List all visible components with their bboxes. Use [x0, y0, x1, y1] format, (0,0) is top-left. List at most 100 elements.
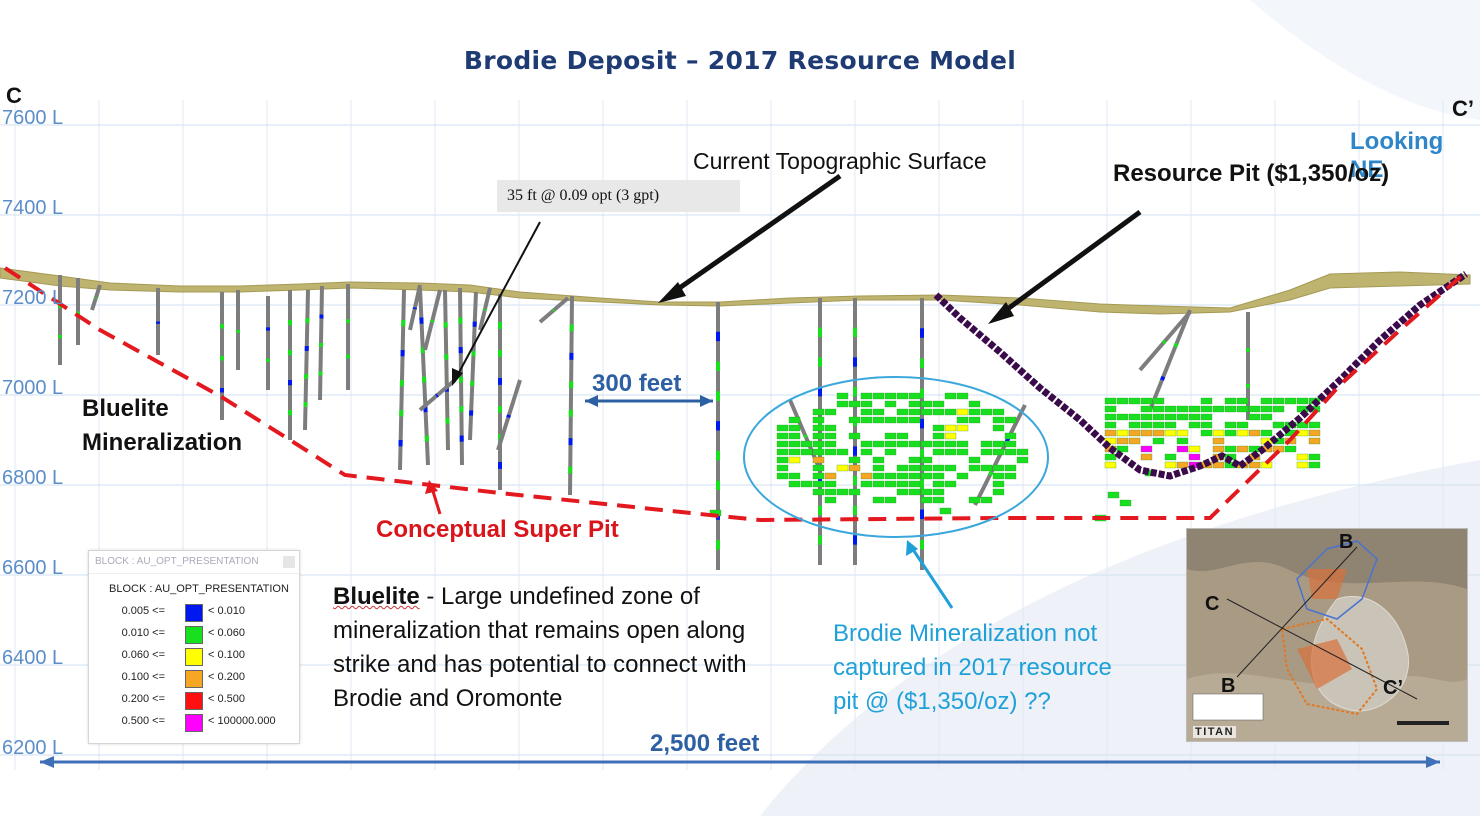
brodie-note: Brodie Mineralization not captured in 20…: [833, 620, 1112, 715]
legend-swatch: [185, 648, 203, 666]
grade-block: [944, 392, 957, 400]
grade-block: [848, 488, 861, 496]
grade-block: [824, 472, 837, 480]
grade-block: [1107, 491, 1120, 499]
grade-block: [932, 496, 945, 504]
grade-block: [1116, 437, 1129, 445]
grade-block: [956, 472, 969, 480]
drill-hole-trace: [1148, 309, 1192, 411]
grade-block: [939, 507, 952, 515]
grade-block: [908, 408, 921, 416]
grade-block: [896, 432, 909, 440]
grade-block: [848, 456, 861, 464]
grade-block: [860, 472, 873, 480]
grade-block: [1140, 421, 1153, 429]
grade-block: [1128, 413, 1141, 421]
grade-block: [1176, 429, 1189, 437]
grade-block: [896, 408, 909, 416]
grade-block: [1152, 421, 1165, 429]
map-label-c-right: C’: [1383, 677, 1403, 699]
grade-block: [1248, 405, 1261, 413]
conceptual-super-pit: [3, 266, 1468, 523]
legend-high: < 0.010: [208, 605, 246, 617]
grade-block: [956, 424, 969, 432]
grade-block: [776, 464, 789, 472]
grade-block: [824, 488, 837, 496]
grade-block: [1104, 453, 1117, 461]
grade-block: [1116, 429, 1129, 437]
grade-block: [920, 464, 933, 472]
grade-block: [884, 496, 897, 504]
grade-block: [956, 392, 969, 400]
arrow-intercept: [455, 221, 541, 379]
legend-close-icon[interactable]: [283, 556, 295, 568]
grade-block: [1104, 421, 1117, 429]
grade-block: [1224, 429, 1237, 437]
grade-block: [1128, 437, 1141, 445]
grade-block: [1164, 405, 1177, 413]
grade-block: [920, 456, 933, 464]
grade-block: [1140, 445, 1153, 453]
legend-high: < 0.500: [208, 693, 246, 705]
grade-block: [1272, 397, 1285, 405]
arrow-super-pit: [430, 487, 442, 515]
grade-block: [1164, 461, 1177, 469]
grade-block: [1104, 429, 1117, 437]
arrow-topography: [666, 173, 842, 299]
grade-block: [908, 440, 921, 448]
grade-block: [884, 472, 897, 480]
legend-high: < 0.100: [208, 649, 246, 661]
grade-block: [932, 448, 945, 456]
grade-block: [1296, 461, 1309, 469]
grade-block: [1296, 453, 1309, 461]
drill-hole-assay: [430, 319, 435, 323]
grade-block: [836, 392, 849, 400]
drill-hole-assay: [803, 434, 808, 439]
grade-block: [1104, 397, 1117, 405]
grade-block: [1212, 429, 1225, 437]
grade-block: [776, 432, 789, 440]
grade-block: [920, 440, 933, 448]
grade-block: [1260, 429, 1273, 437]
grade-block: [824, 496, 837, 504]
grade-block: [956, 448, 969, 456]
grade-block: [1016, 456, 1029, 464]
grade-block: [980, 464, 993, 472]
grade-block: [836, 464, 849, 472]
grade-block: [1212, 461, 1225, 469]
drill-hole-trace: [303, 289, 310, 431]
grade-block: [872, 480, 885, 488]
description-heading: Bluelite: [333, 583, 420, 610]
drill-hole-assay: [434, 393, 439, 398]
grade-block: [944, 440, 957, 448]
grade-block: [1140, 397, 1153, 405]
level-label: 7000 L: [2, 377, 64, 399]
grade-block: [1188, 453, 1201, 461]
description-text: - Large undefined zone of mineralization…: [333, 583, 747, 712]
grade-block: [1152, 413, 1165, 421]
bluelite-label: Bluelite Mineralization: [82, 392, 242, 460]
grade-block: [944, 448, 957, 456]
grade-block: [860, 400, 873, 408]
grade-block: [812, 408, 825, 416]
grade-block: [1164, 453, 1177, 461]
grade-block: [812, 456, 825, 464]
grade-block: [944, 480, 957, 488]
grade-block: [788, 448, 801, 456]
grade-block: [920, 488, 933, 496]
grade-block: [1140, 405, 1153, 413]
grade-block: [1260, 413, 1273, 421]
map-label-b-top: B: [1339, 531, 1354, 553]
level-label: 6200 L: [2, 737, 64, 759]
grade-block: [872, 408, 885, 416]
grade-block: [788, 440, 801, 448]
grade-block: [980, 448, 993, 456]
grade-block: [968, 400, 981, 408]
drill-hole-assay: [1173, 342, 1179, 348]
grade-block: [1200, 405, 1213, 413]
grade-block: [1152, 405, 1165, 413]
grade-block: [1260, 397, 1273, 405]
grade-block: [1272, 421, 1285, 429]
grade-block: [908, 416, 921, 424]
grade-block: [1296, 421, 1309, 429]
